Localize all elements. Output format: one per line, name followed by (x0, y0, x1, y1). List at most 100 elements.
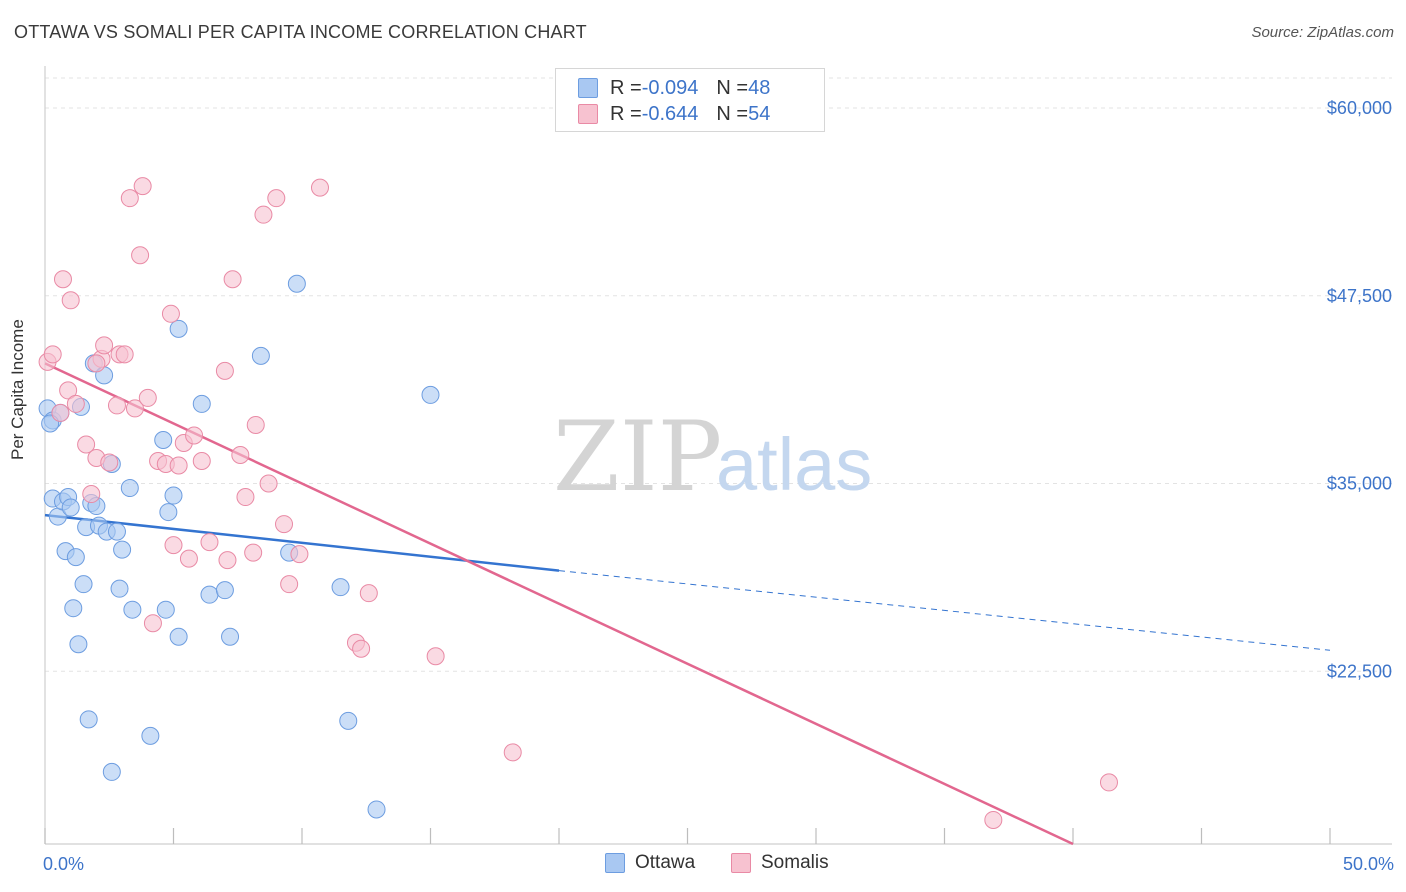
point-ottawa (164, 486, 183, 505)
point-ottawa (156, 600, 175, 619)
point-ottawa (113, 540, 132, 559)
trend-line-ottawa (44, 513, 560, 572)
point-somalis (218, 551, 237, 570)
point-ottawa (123, 600, 142, 619)
point-somalis (179, 549, 198, 568)
grid-lines (45, 77, 1392, 672)
legend-row-ottawa: R = -0.094 N = 48 (578, 75, 770, 101)
point-somalis (100, 453, 119, 472)
point-ottawa (221, 627, 240, 646)
point-somalis (143, 614, 162, 633)
point-somalis (115, 345, 134, 364)
point-ottawa (64, 599, 83, 618)
point-somalis (275, 515, 294, 534)
point-ottawa (69, 635, 88, 654)
point-ottawa (74, 575, 93, 594)
point-ottawa (200, 585, 219, 604)
point-somalis (244, 543, 263, 562)
point-ottawa (120, 479, 139, 498)
point-somalis (192, 452, 211, 470)
legend-row-somalis: R = -0.644 N = 54 (578, 101, 770, 127)
point-somalis (426, 647, 445, 666)
watermark-zip: ZIP (553, 401, 722, 513)
point-somalis (236, 488, 255, 507)
point-somalis (66, 394, 85, 413)
point-somalis (200, 533, 219, 552)
point-somalis (77, 435, 96, 454)
series-legend: Ottawa Somalis (0, 852, 1406, 878)
point-somalis (120, 189, 139, 208)
watermark-atlas: atlas (716, 423, 872, 506)
legend-swatch-ottawa (605, 853, 625, 873)
point-somalis (259, 474, 278, 493)
legend-n-label: N = (716, 76, 749, 99)
point-somalis (164, 536, 183, 555)
point-somalis (131, 246, 150, 265)
legend-item-somalis[interactable]: Somalis (731, 852, 829, 874)
point-ottawa (154, 430, 173, 449)
point-ottawa (102, 762, 121, 781)
point-somalis (125, 399, 144, 418)
point-somalis (161, 304, 180, 323)
point-ottawa (251, 346, 270, 365)
point-ottawa (169, 627, 188, 646)
legend-r-label: R = (610, 76, 642, 99)
legend-label-somalis: Somalis (761, 852, 829, 873)
point-somalis (359, 584, 378, 603)
point-somalis (43, 345, 62, 364)
point-ottawa (107, 522, 126, 541)
point-ottawa (215, 581, 234, 600)
point-somalis (280, 575, 299, 594)
point-ottawa (331, 578, 350, 597)
trend-lines (44, 362, 1331, 846)
y-tick-label: $47,500 (1327, 286, 1392, 306)
point-ottawa (192, 394, 211, 413)
point-somalis (169, 456, 188, 475)
point-somalis (51, 403, 70, 422)
x-tick-label: 0.0% (43, 854, 84, 874)
stats-legend: R = -0.094 N = 48 R = -0.644 N = 54 (555, 68, 825, 132)
legend-n-value: 48 (748, 76, 771, 99)
legend-r-value: -0.094 (641, 76, 699, 99)
y-tick-label: $35,000 (1327, 474, 1392, 494)
legend-item-ottawa[interactable]: Ottawa (605, 852, 695, 874)
point-somalis (310, 178, 329, 197)
legend-label-ottawa: Ottawa (635, 852, 696, 873)
legend-r-value: -0.644 (641, 102, 699, 125)
point-somalis (185, 426, 204, 445)
point-somalis (107, 396, 126, 415)
data-points (38, 177, 1118, 829)
point-somalis (59, 381, 78, 400)
point-somalis (1099, 773, 1118, 792)
point-somalis (95, 336, 114, 355)
point-somalis (254, 205, 273, 224)
point-somalis (215, 361, 234, 380)
point-somalis (133, 177, 152, 196)
trend-line-ottawa-projection (558, 570, 1331, 651)
point-somalis (223, 270, 242, 289)
point-ottawa (421, 385, 440, 404)
point-ottawa (287, 274, 306, 293)
axes (44, 66, 1392, 845)
point-somalis (82, 485, 101, 504)
source-note: Source: ZipAtlas.com (1251, 24, 1394, 41)
point-ottawa (141, 726, 160, 745)
point-somalis (246, 415, 265, 434)
point-somalis (61, 291, 80, 310)
point-ottawa (66, 548, 85, 567)
point-ottawa (159, 503, 178, 522)
point-ottawa (79, 710, 98, 729)
trend-line-somalis (44, 362, 1074, 846)
point-somalis (984, 810, 1003, 829)
tick-labels: $22,500 $35,000 $47,500 $60,000 0.0% 50.0% (43, 98, 1394, 874)
point-ottawa (339, 711, 358, 730)
point-somalis (503, 743, 522, 762)
point-ottawa (367, 800, 386, 819)
point-ottawa (110, 579, 129, 598)
legend-swatch-somalis (578, 104, 598, 124)
point-somalis (267, 189, 286, 208)
legend-r-label: R = (610, 102, 642, 125)
point-ottawa (169, 319, 188, 338)
legend-n-label: N = (716, 102, 749, 125)
